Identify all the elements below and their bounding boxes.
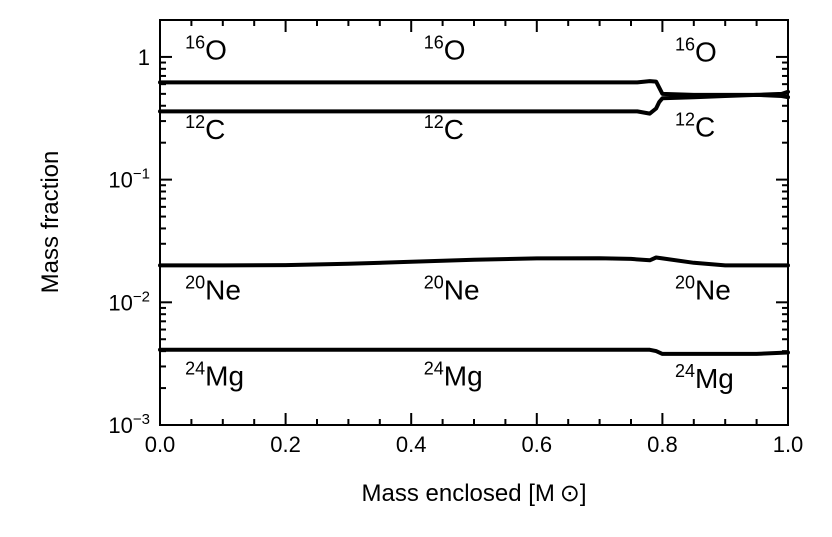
series-line <box>158 79 790 97</box>
species-label: 12C <box>185 112 225 145</box>
x-axis-label: Mass enclosed [M ⊙] <box>362 480 587 507</box>
series-line <box>158 255 790 268</box>
series-lines <box>158 79 790 356</box>
y-tick-label: 10−1 <box>108 166 150 193</box>
species-label: 24Mg <box>675 361 734 394</box>
species-label: 24Mg <box>424 358 483 391</box>
series-line <box>158 92 790 116</box>
species-labels: 16O 16O 16O 12C 12C 12C 20Ne 20Ne 20Ne 24Mg 24Mg 24… <box>185 33 734 394</box>
x-tick-label: 1.0 <box>773 432 804 457</box>
x-tick-label: 0.4 <box>396 432 427 457</box>
species-label: 12C <box>424 112 464 145</box>
species-label: 20Ne <box>185 273 241 306</box>
series-line <box>158 347 790 356</box>
x-tick-label: 0.0 <box>145 432 176 457</box>
species-label: 20Ne <box>675 273 731 306</box>
y-tick-label: 10−2 <box>108 288 150 315</box>
plot-frame <box>159 19 789 426</box>
x-tick-label: 0.8 <box>647 432 678 457</box>
tick-labels: 0.0 0.2 0.4 0.6 0.8 1.0 1 10−1 10−2 10−3 <box>108 45 803 457</box>
species-label: 16O <box>675 34 717 67</box>
species-label: 20Ne <box>424 273 480 306</box>
x-tick-label: 0.6 <box>522 432 553 457</box>
x-tick-label: 0.2 <box>270 432 301 457</box>
y-tick-label: 1 <box>138 45 150 70</box>
y-axis-label: Mass fraction <box>37 151 64 294</box>
species-label: 16O <box>424 33 466 66</box>
species-label: 12C <box>675 109 715 142</box>
species-label: 24Mg <box>185 358 244 391</box>
species-label: 16O <box>185 33 227 66</box>
y-tick-label: 10−3 <box>108 411 150 438</box>
